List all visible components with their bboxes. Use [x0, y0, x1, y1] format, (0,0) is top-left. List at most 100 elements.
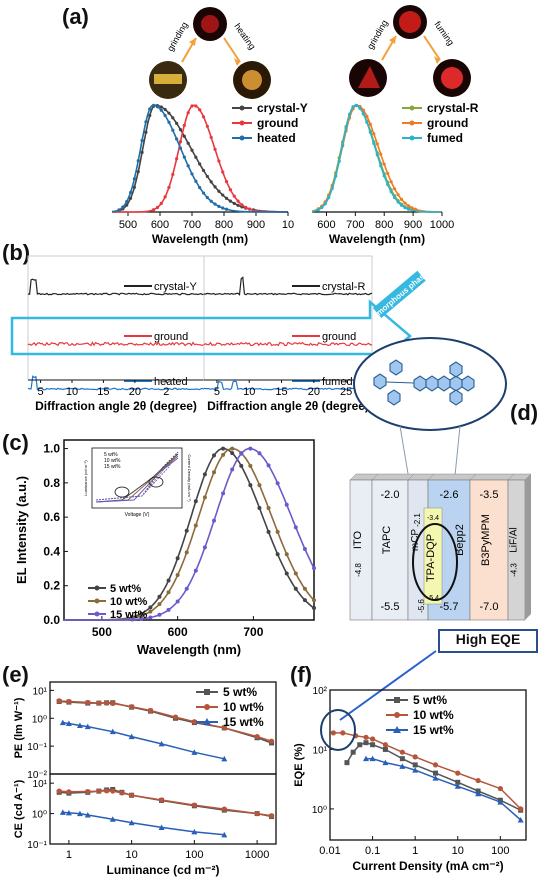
c-point	[284, 571, 289, 576]
device-layer-label: TAPC	[381, 526, 393, 555]
arrow-heating	[223, 37, 241, 63]
b-right-pattern-label: crystal-R	[322, 281, 365, 293]
high-eqe-pointer	[339, 650, 437, 721]
a-left-point	[136, 170, 140, 174]
f-point	[412, 754, 418, 760]
c-point	[302, 546, 307, 551]
b-right-x-axis-title: Diffraction angle 2θ (degree)	[207, 399, 369, 413]
c-point	[275, 481, 280, 486]
dopant-highlight	[412, 523, 458, 601]
a-left-point	[201, 168, 206, 173]
a-left-point	[205, 174, 209, 179]
c-point	[157, 594, 162, 599]
c-inset-ellipse	[148, 476, 164, 488]
c-x-tick-label: 700	[243, 625, 263, 639]
a-left-x-tick-label: 700	[183, 219, 201, 231]
c-x-tick-label: 500	[92, 625, 112, 639]
a-right-point	[410, 206, 414, 210]
a-left-point	[217, 204, 221, 208]
f-legend-marker	[394, 697, 400, 703]
c-point	[221, 491, 226, 496]
e-bottom-series-line	[59, 788, 272, 818]
a-left-point	[213, 147, 217, 151]
high-eqe-box	[438, 629, 538, 653]
a-right-point	[406, 207, 411, 211]
e-bottom-y-tick-label: 10⁰	[32, 810, 47, 821]
a-left-point	[128, 190, 133, 195]
e-top-point	[221, 755, 228, 762]
a-left-point	[194, 179, 198, 183]
a-left-point	[198, 162, 202, 166]
c-point	[212, 470, 216, 475]
b-left-pattern	[27, 341, 205, 347]
e-top-point	[254, 733, 260, 740]
a-left-point	[224, 196, 229, 200]
e-bottom-x-tick-label: 1000	[245, 849, 269, 861]
a-left-point	[140, 150, 144, 155]
c-point	[139, 613, 144, 618]
f-point	[455, 779, 461, 785]
a-right-point	[375, 153, 379, 157]
c-point	[139, 616, 144, 621]
device-layer-label: LiF/Al	[509, 527, 520, 553]
a-left-point	[175, 121, 179, 125]
c-point	[257, 483, 262, 488]
a-left-point	[190, 104, 194, 108]
a-right-point	[365, 120, 369, 124]
a-left-point	[198, 186, 202, 190]
layer-top-face	[427, 473, 477, 481]
e-top-y-tick-label: 10⁻¹	[27, 742, 47, 753]
e-bottom-point	[221, 831, 228, 838]
e-bottom-point	[104, 788, 110, 794]
a-right-point	[382, 174, 386, 178]
f-point	[518, 806, 524, 812]
a-left-x-tick-label: 10	[282, 219, 294, 231]
f-point	[382, 742, 389, 748]
a-left-point	[152, 208, 156, 212]
c-point	[175, 573, 180, 578]
f-point	[362, 755, 369, 762]
a-right-point	[382, 162, 386, 166]
a-left-point	[221, 170, 225, 174]
device-layer-label: mCP	[410, 529, 421, 552]
b-left-pattern-label: ground	[154, 331, 188, 343]
f-series-line	[366, 757, 522, 821]
b-left-x-tick-label: 2	[163, 386, 169, 398]
c-legend-marker	[94, 611, 100, 617]
c-point	[248, 446, 253, 451]
c-inset-x-title: Voltage (V)	[125, 512, 150, 518]
a-left-x-tick-label: 900	[247, 219, 265, 231]
f-point	[357, 742, 363, 748]
a-left-point	[182, 134, 186, 138]
f-x-tick-label: 10	[452, 845, 464, 857]
c-point	[202, 545, 207, 550]
dopant-lumo: -3.4	[427, 515, 439, 522]
c-inset-legend-label: 5 wt%	[104, 452, 118, 458]
b-left-pattern	[27, 278, 205, 296]
crystal-photo-heated-glow	[242, 70, 262, 90]
e-bottom-y-tick-label: 10¹	[33, 779, 48, 790]
homo-lumo-value: -3.5	[480, 489, 499, 501]
e-top-point	[221, 725, 227, 731]
e-bottom-series-line	[59, 790, 272, 817]
panel-label-c: (c)	[2, 430, 29, 455]
a-right-point	[320, 205, 324, 210]
c-point	[212, 453, 216, 458]
f-point	[399, 763, 406, 769]
e-top-point	[129, 704, 135, 710]
c-point	[202, 495, 207, 500]
c-point	[230, 451, 235, 456]
c-inset-ellipse	[114, 486, 130, 498]
c-point	[212, 518, 216, 523]
c-y-tick-label: 0.0	[43, 613, 60, 627]
a-left-point	[125, 200, 129, 204]
c-point	[184, 528, 189, 533]
a-left-point	[117, 208, 121, 212]
a-left-point	[186, 111, 190, 115]
a-right-point	[386, 171, 390, 176]
f-y-tick-label: 10⁰	[312, 805, 327, 816]
c-legend-label: 10 wt%	[110, 596, 148, 608]
c-point	[230, 446, 235, 451]
a-right-point	[403, 206, 407, 210]
